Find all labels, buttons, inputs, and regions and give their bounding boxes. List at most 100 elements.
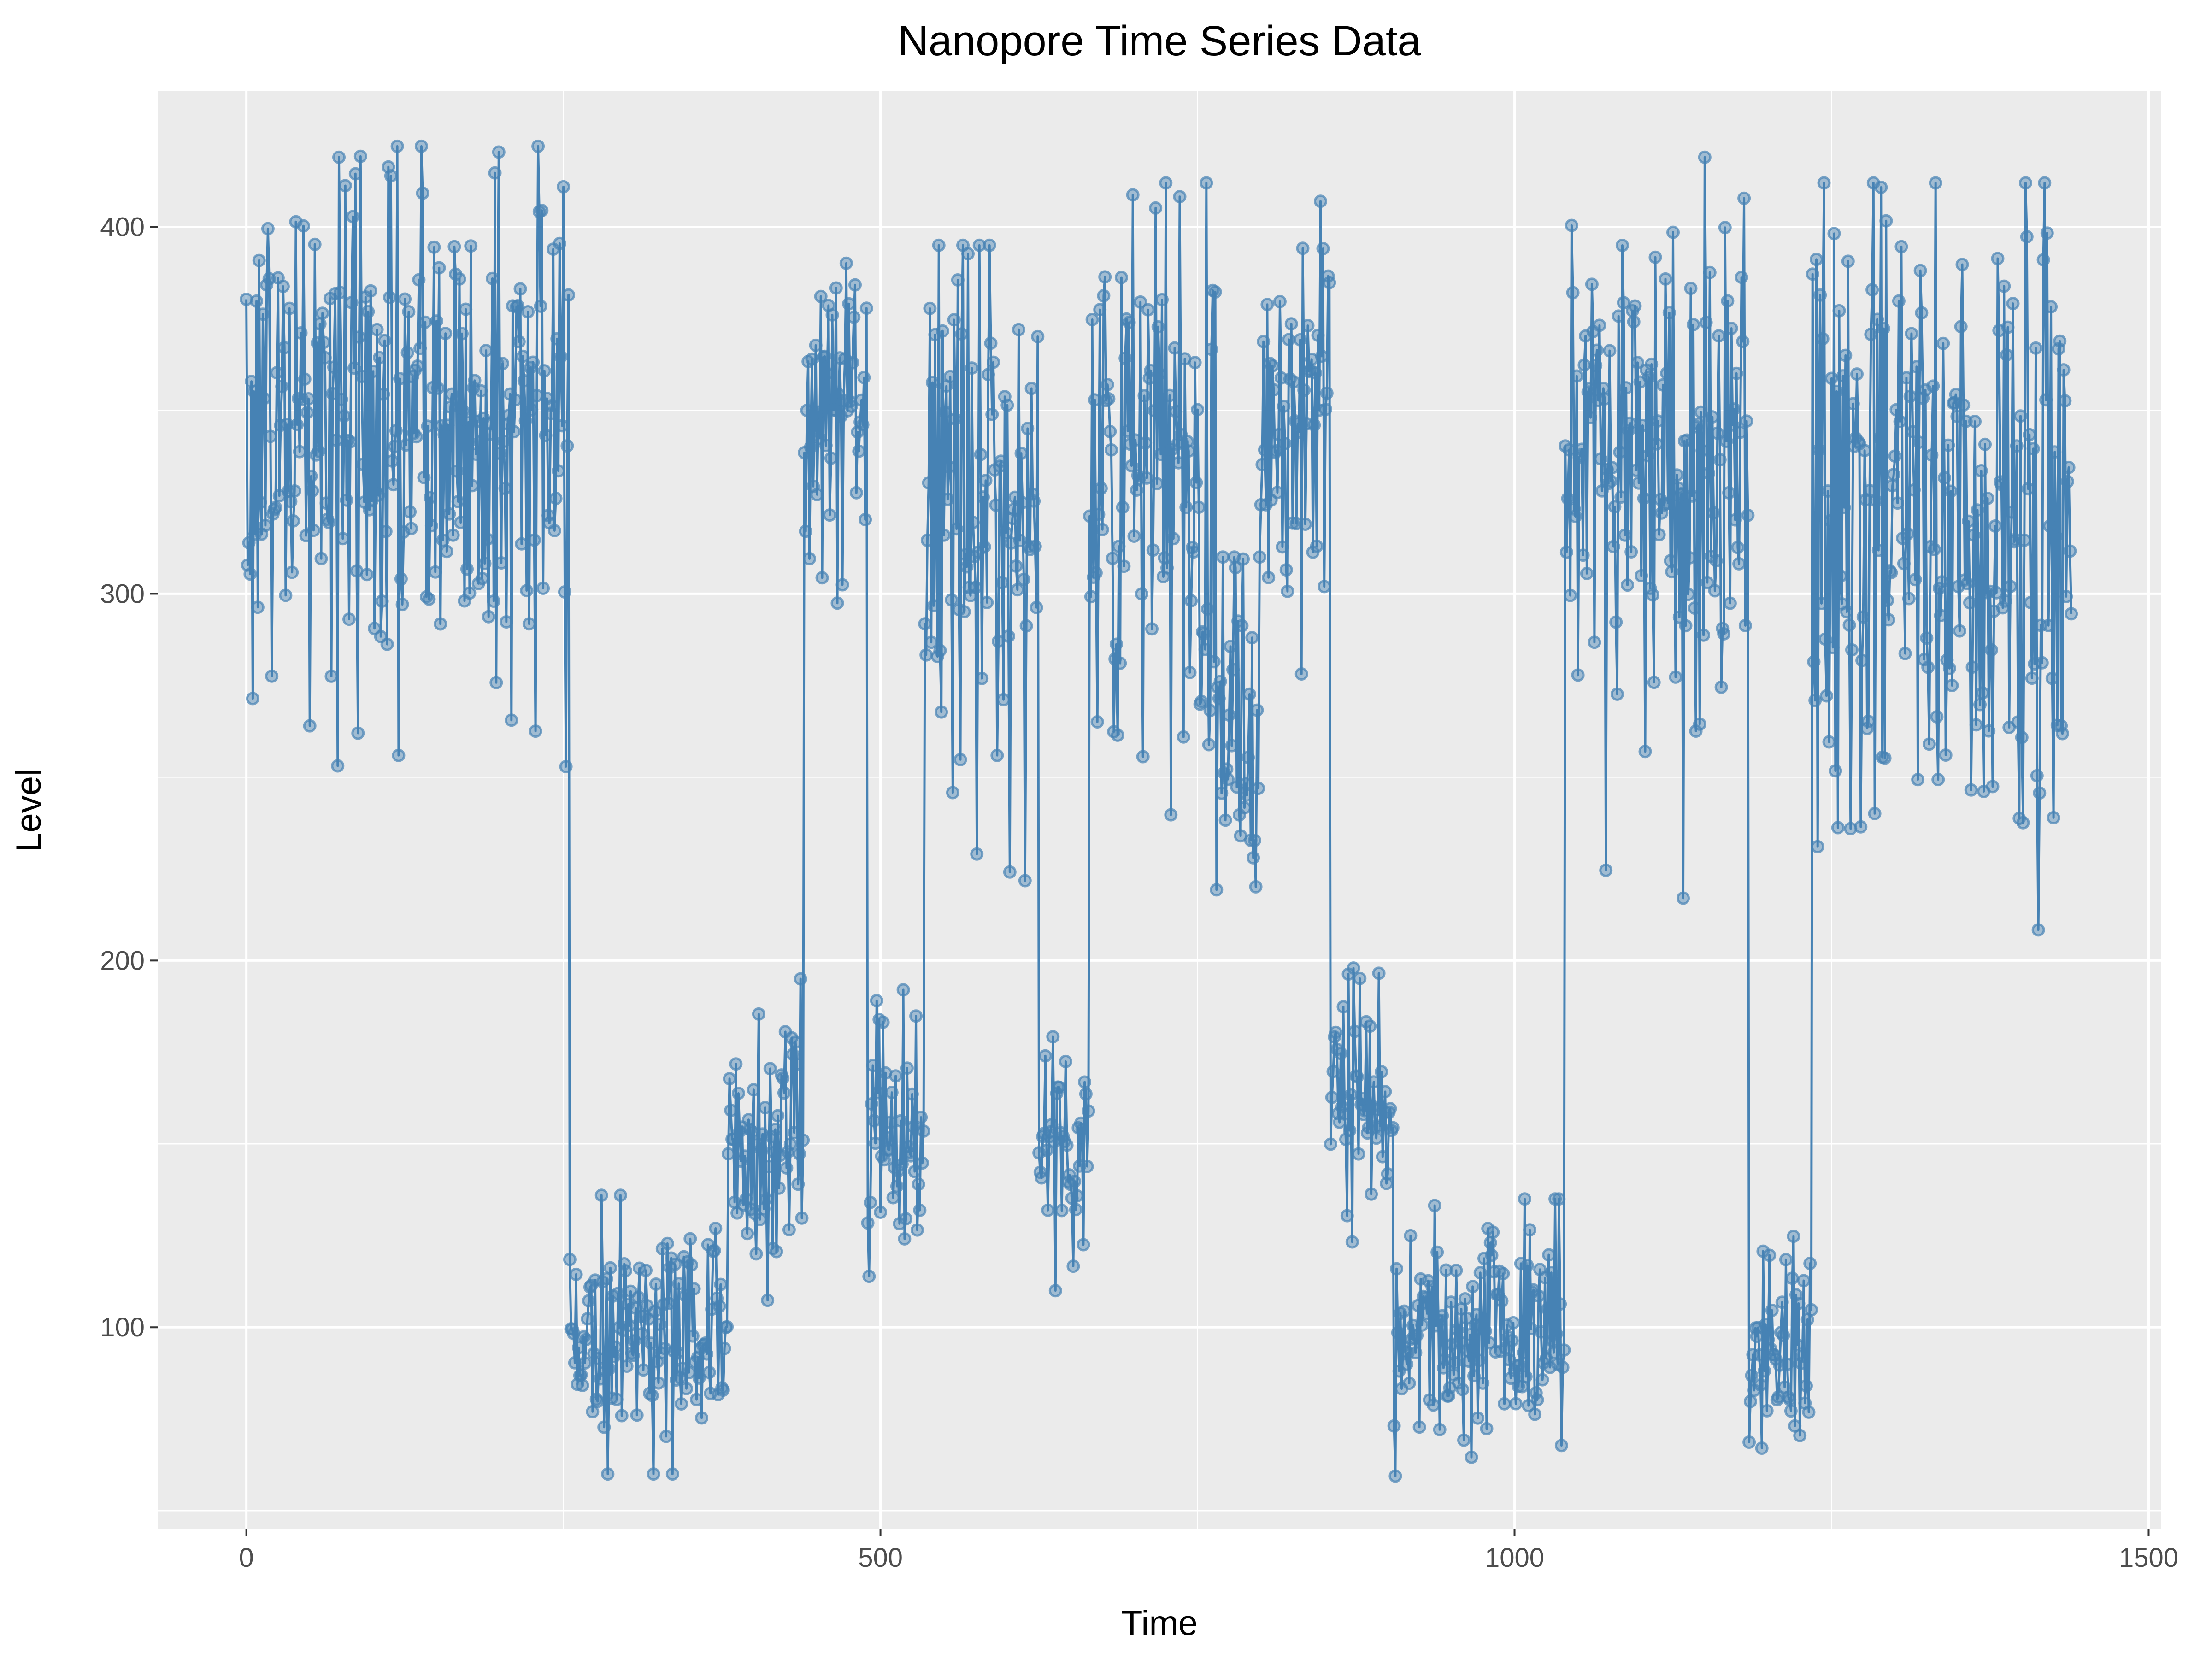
data-point [1100,378,1114,392]
data-point [1577,358,1591,372]
data-point [511,299,524,312]
data-point [1257,335,1271,348]
data-point [414,139,428,153]
data-point [1242,687,1256,701]
data-point [460,562,474,576]
data-point [279,588,293,602]
data-point [935,705,948,719]
data-point [1688,601,1701,615]
data-point [576,1378,589,1392]
data-point [336,532,350,546]
data-point [695,1411,709,1425]
data-point [436,533,450,547]
data-point [910,1223,924,1237]
data-point [1765,1303,1779,1317]
data-point [454,516,468,529]
data-point [1708,584,1722,598]
data-point [1003,865,1017,879]
data-point [594,1188,608,1202]
data-point [1470,1308,1483,1322]
data-point [1078,1075,1092,1089]
data-point [1971,503,1984,517]
data-point [1212,692,1226,706]
data-point [671,1346,684,1360]
data-point [1292,425,1306,439]
data-point [1941,438,1955,452]
data-point [2060,475,2074,488]
data-point [966,516,980,529]
data-point [865,1097,878,1111]
data-point [1017,572,1030,586]
y-axis-label: Level [9,768,48,852]
data-point [1260,298,1274,312]
data-point [1793,1429,1807,1442]
data-point [1584,411,1598,424]
data-point [1803,1257,1817,1271]
data-point [497,435,511,448]
data-point [390,139,404,153]
data-point [1646,588,1659,602]
data-point [724,1104,738,1117]
data-point [709,1222,723,1235]
data-series [240,139,2078,1483]
data-point [955,327,969,341]
data-point [830,596,844,610]
data-point [1779,1253,1793,1266]
data-point [1660,366,1674,380]
data-point [347,361,361,375]
data-point [1740,414,1753,428]
data-point [1116,500,1130,514]
data-point [243,567,257,581]
data-point [1191,403,1205,417]
data-point [1576,548,1590,562]
data-point [1806,267,1819,281]
data-point [645,1388,659,1402]
data-point [1805,1303,1818,1317]
data-point [782,1223,796,1236]
data-point [847,310,861,324]
data-point [1714,680,1728,694]
data-point [450,464,464,478]
data-point [1930,710,1944,724]
data-point [712,1299,726,1313]
data-point [558,585,571,599]
data-point [404,522,418,535]
data-point [1069,1203,1082,1217]
data-point [1520,1259,1534,1272]
data-point [393,372,407,386]
data-point [1316,242,1330,255]
data-point [943,370,957,383]
data-point [1999,594,2012,608]
data-point [1453,1335,1467,1348]
data-point [298,372,312,386]
data-point [2063,544,2077,558]
data-point [1954,320,1968,334]
data-point [373,351,387,365]
data-point [974,447,988,461]
data-point [1553,1297,1567,1311]
data-point [891,1164,905,1177]
data-point [1281,584,1294,598]
data-point [553,236,566,250]
data-point [1068,1175,1082,1188]
data-point [1811,840,1824,853]
data-point [1891,496,1905,510]
data-point [1732,557,1746,571]
data-point [950,522,964,536]
data-point [1104,443,1118,457]
data-point [1836,369,1850,383]
data-point [1647,676,1661,689]
x-tick-label: 500 [858,1543,903,1573]
data-point [1969,718,1983,732]
data-point [1687,318,1700,331]
data-point [945,593,959,607]
data-point [1113,656,1127,670]
data-point [707,1244,721,1258]
data-point [915,1156,929,1170]
data-point [1556,1360,1570,1374]
data-point [259,518,272,532]
data-point [250,294,264,308]
data-point [1831,821,1845,835]
data-point [2024,596,2038,609]
data-point [1967,528,1981,542]
